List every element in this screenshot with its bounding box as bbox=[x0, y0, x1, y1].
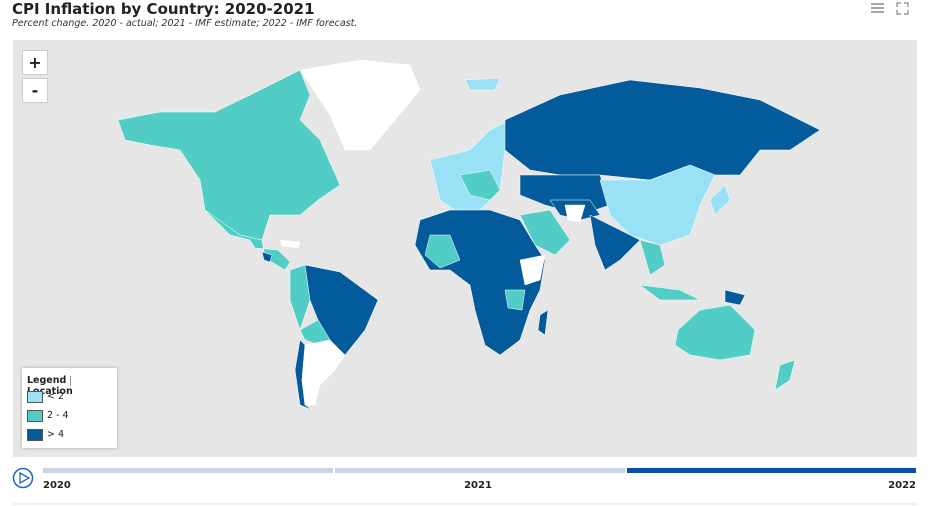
country-region bbox=[589, 214, 641, 271]
timeline-label[interactable]: 2020 bbox=[43, 480, 71, 491]
country-region bbox=[639, 284, 701, 301]
zoom-out-button[interactable]: - bbox=[22, 78, 48, 103]
timeline-segment[interactable] bbox=[335, 468, 625, 473]
country-region bbox=[519, 209, 571, 256]
country-region bbox=[301, 339, 346, 406]
country-region bbox=[599, 164, 716, 246]
legend-title: Legend bbox=[27, 375, 67, 386]
legend-label: < 2 bbox=[47, 391, 65, 402]
country-region bbox=[429, 119, 511, 211]
menu-icon[interactable] bbox=[871, 3, 884, 13]
country-region bbox=[289, 264, 311, 331]
timeline-segment[interactable] bbox=[627, 468, 916, 473]
world-map bbox=[117, 59, 821, 411]
country-region bbox=[261, 251, 273, 263]
country-region bbox=[459, 169, 501, 201]
country-region bbox=[424, 234, 461, 269]
play-button[interactable] bbox=[12, 467, 34, 489]
zoom-in-button[interactable]: + bbox=[22, 50, 48, 75]
timeline-label[interactable]: 2021 bbox=[464, 480, 492, 491]
country-region bbox=[774, 359, 796, 391]
separator bbox=[70, 375, 72, 386]
play-icon bbox=[19, 471, 31, 485]
timeline bbox=[12, 467, 916, 505]
country-region bbox=[564, 204, 586, 223]
country-region bbox=[519, 254, 546, 286]
map-area bbox=[13, 40, 917, 457]
legend-item[interactable]: > 4 bbox=[27, 428, 64, 442]
subtitle: Percent change. 2020 - actual; 2021 - IM… bbox=[12, 18, 358, 29]
legend-tab[interactable]: Location bbox=[27, 386, 73, 397]
toolbar-icons bbox=[871, 2, 909, 15]
legend-swatch bbox=[27, 428, 43, 441]
country-region bbox=[504, 79, 821, 181]
country-region bbox=[464, 77, 501, 91]
timeline-label[interactable]: 2022 bbox=[888, 480, 916, 491]
country-region bbox=[117, 69, 341, 241]
country-region bbox=[674, 304, 756, 361]
country-region bbox=[537, 309, 549, 336]
country-region bbox=[279, 239, 301, 249]
legend-swatch bbox=[27, 409, 43, 422]
legend-item[interactable]: 2 - 4 bbox=[27, 409, 69, 423]
legend-item[interactable]: < 2 bbox=[27, 390, 64, 404]
country-region bbox=[299, 59, 421, 151]
title: CPI Inflation by Country: 2020-2021 bbox=[12, 0, 315, 18]
legend-label: 2 - 4 bbox=[47, 410, 69, 421]
timeline-segment[interactable] bbox=[43, 468, 333, 473]
country-region bbox=[639, 239, 666, 276]
fullscreen-icon[interactable] bbox=[896, 2, 909, 15]
legend: LegendLocation < 2 2 - 4 > 4 bbox=[22, 368, 117, 448]
country-region bbox=[709, 184, 731, 216]
legend-header: LegendLocation bbox=[27, 375, 117, 397]
legend-label: > 4 bbox=[47, 429, 65, 440]
country-region bbox=[504, 289, 526, 311]
country-region bbox=[724, 289, 746, 306]
legend-swatch bbox=[27, 390, 43, 403]
